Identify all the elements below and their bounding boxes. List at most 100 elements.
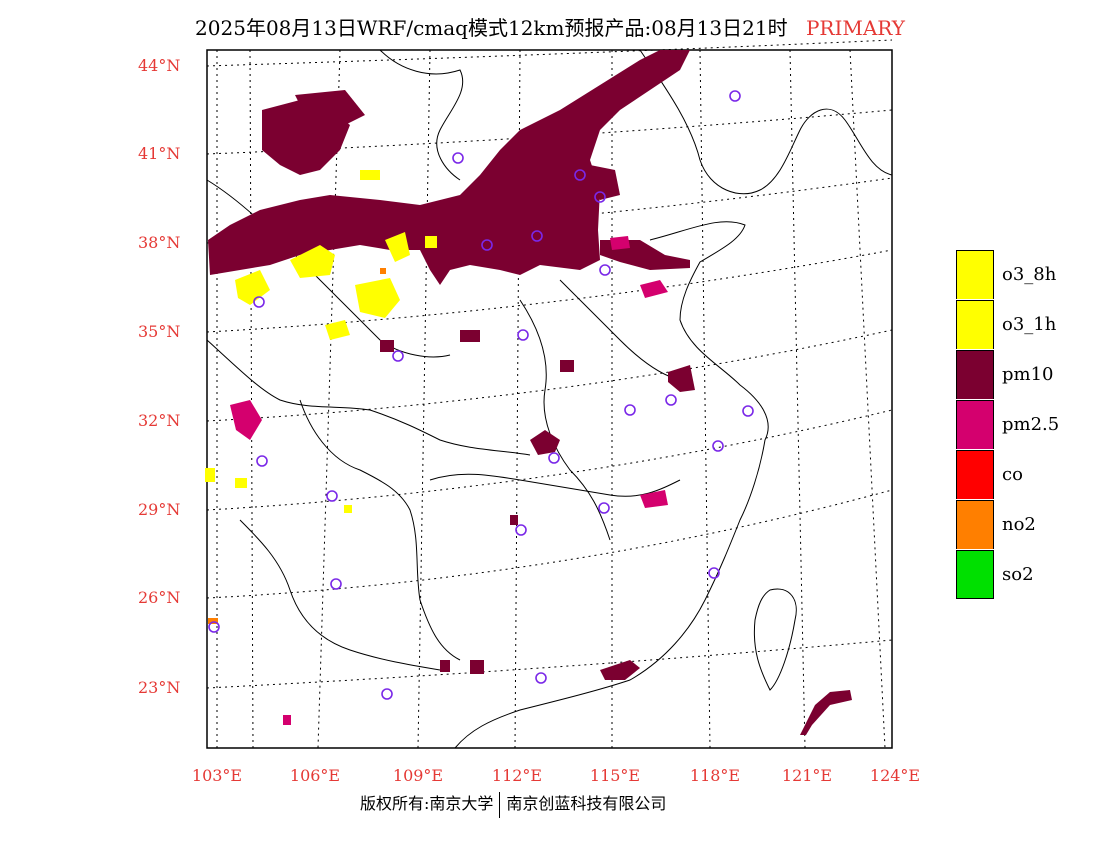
title-tag: PRIMARY [805, 16, 905, 40]
pm10-region [668, 365, 695, 392]
pm25-region [610, 236, 630, 250]
legend-item-o3-8h: o3_8h [956, 249, 1096, 299]
station-marker [598, 502, 610, 514]
lon-label-118: 118°E [689, 766, 741, 785]
graticule [206, 39, 893, 749]
title-main: 2025年08月13日WRF/cmaq模式12km预报产品:08月13日21时 [195, 16, 788, 40]
station-marker [531, 230, 543, 242]
lon-label-103: 103°E [191, 766, 243, 785]
station-marker [515, 524, 527, 536]
no2-pixel [380, 268, 386, 274]
pm10-region [470, 660, 484, 674]
station-marker [729, 90, 741, 102]
lon-label-121: 121°E [781, 766, 833, 785]
o3-region [325, 320, 350, 340]
station-marker [517, 329, 529, 341]
station-marker [708, 567, 720, 579]
lon-label-112: 112°E [491, 766, 543, 785]
o3-region [235, 270, 270, 305]
legend-item-co: co [956, 449, 1096, 499]
pm10-region [560, 360, 574, 372]
legend-swatch [956, 299, 994, 349]
lat-label-35: 35°N [138, 322, 181, 341]
pm25-region [640, 490, 668, 508]
legend-item-so2: so2 [956, 549, 1096, 599]
o3-region [355, 278, 400, 318]
station-marker [535, 672, 547, 684]
o3-region [344, 505, 352, 513]
boundaries [206, 49, 893, 749]
lat-label-38: 38°N [138, 233, 181, 252]
station-marker [381, 688, 393, 700]
pm10-region [600, 660, 640, 680]
legend-label: pm10 [1002, 363, 1054, 385]
legend-swatch [956, 249, 994, 299]
legend-item-no2: no2 [956, 499, 1096, 549]
pm25-region [283, 715, 291, 725]
legend-swatch [956, 349, 994, 399]
lon-label-109: 109°E [392, 766, 444, 785]
legend-swatch [956, 549, 994, 599]
pm10-region [440, 660, 450, 672]
station-marker [326, 490, 338, 502]
o3-region [290, 245, 335, 278]
station-marker [594, 191, 606, 203]
legend-swatch [956, 499, 994, 549]
lat-label-32: 32°N [138, 411, 181, 430]
lon-label-115: 115°E [589, 766, 641, 785]
station-marker [452, 152, 464, 164]
pm10-region [208, 50, 690, 285]
station-marker [256, 455, 268, 467]
legend-label: pm2.5 [1002, 413, 1060, 435]
copyright-footer: 版权所有:南京大学 南京创蓝科技有限公司 [360, 790, 666, 818]
station-marker [330, 578, 342, 590]
legend-swatch [956, 399, 994, 449]
o3-region [235, 478, 247, 488]
legend-item-o3-1h: o3_1h [956, 299, 1096, 349]
legend-swatch [956, 449, 994, 499]
lat-label-29: 29°N [138, 500, 181, 519]
o3-region [385, 232, 410, 262]
legend-label: co [1002, 463, 1023, 485]
station-marker [208, 621, 220, 633]
station-markers [208, 90, 754, 700]
lat-label-41: 41°N [138, 144, 181, 163]
lat-label-26: 26°N [138, 588, 181, 607]
lat-label-23: 23°N [138, 678, 181, 697]
pm10-region [295, 90, 365, 125]
footer-divider [499, 791, 501, 818]
pm25-region [640, 280, 668, 298]
legend-label: o3_8h [1002, 263, 1057, 285]
pollution-overlay [205, 50, 852, 735]
o3-region [205, 468, 215, 482]
legend: o3_8h o3_1h pm10 pm2.5 co no2 so2 [956, 249, 1096, 599]
legend-item-pm10: pm10 [956, 349, 1096, 399]
station-marker [624, 404, 636, 416]
o3-region [425, 236, 437, 248]
pm10-region [530, 430, 560, 455]
pm10-region [460, 330, 480, 342]
copyright-right: 南京创蓝科技有限公司 [506, 794, 667, 813]
lon-label-124: 124°E [869, 766, 921, 785]
station-marker [742, 405, 754, 417]
station-marker [392, 350, 404, 362]
map-title: 2025年08月13日WRF/cmaq模式12km预报产品:08月13日21时 … [0, 12, 1100, 41]
pm10-region [510, 515, 518, 525]
station-marker [712, 440, 724, 452]
pm10-region [590, 165, 620, 200]
lat-label-44: 44°N [138, 56, 181, 75]
o3-region [360, 170, 380, 180]
legend-label: o3_1h [1002, 313, 1057, 335]
station-marker [574, 169, 586, 181]
pm10-region [380, 340, 394, 352]
station-marker [599, 264, 611, 276]
pm25-region [230, 400, 262, 440]
no2-pixel [208, 618, 218, 624]
pm10-region [800, 690, 852, 735]
legend-label: so2 [1002, 563, 1034, 585]
station-marker [481, 239, 493, 251]
legend-item-pm25: pm2.5 [956, 399, 1096, 449]
lon-label-106: 106°E [289, 766, 341, 785]
station-marker [548, 452, 560, 464]
